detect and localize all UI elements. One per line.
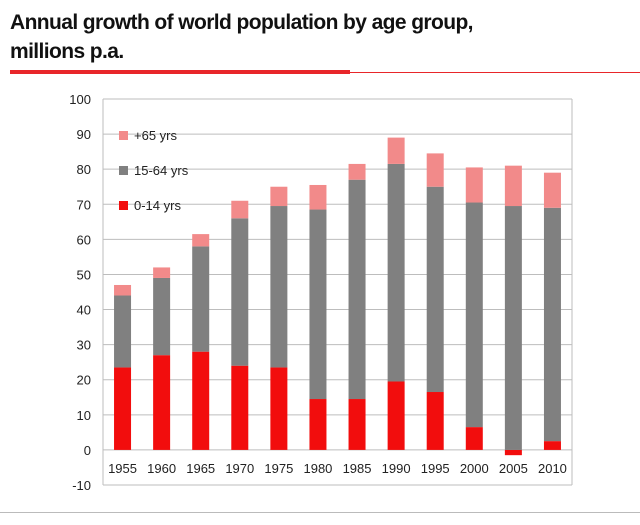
y-tick-label: 40 xyxy=(77,303,91,318)
bar-0-14-yrs-1990 xyxy=(387,381,405,450)
gridlines xyxy=(102,98,573,486)
bar-65-yrs-2000 xyxy=(465,167,483,203)
bar-0-14-yrs-2010 xyxy=(543,441,561,450)
legend: +65 yrs 15-64 yrs 0-14 yrs xyxy=(119,128,189,213)
bar-15-64-yrs-1995 xyxy=(426,186,444,393)
x-tick-label: 1955 xyxy=(108,461,137,476)
bar-15-64-yrs-1960 xyxy=(153,277,171,356)
bar-65-yrs-1965 xyxy=(192,234,210,247)
y-tick-label: 60 xyxy=(77,232,91,247)
bar-0-14-yrs-1960 xyxy=(153,355,171,450)
bar-65-yrs-2010 xyxy=(543,172,561,208)
bar-65-yrs-1990 xyxy=(387,137,405,164)
bar-0-14-yrs-1975 xyxy=(270,367,288,450)
bar-15-64-yrs-1970 xyxy=(231,218,249,366)
bar-0-14-yrs-1995 xyxy=(426,392,444,450)
bar-0-14-yrs-1970 xyxy=(231,365,249,450)
title-accent-rule xyxy=(10,70,350,74)
x-tick-label: 1990 xyxy=(382,461,411,476)
chart-title-line2: millions p.a. xyxy=(10,40,124,63)
bar-15-64-yrs-1955 xyxy=(114,295,132,368)
y-tick-label: 30 xyxy=(77,338,91,353)
y-axis-tick-labels: -10 0 10 20 30 40 50 60 70 80 90 100 xyxy=(69,92,91,493)
legend-swatch xyxy=(119,201,128,210)
x-tick-label: 2000 xyxy=(460,461,489,476)
x-tick-label: 1980 xyxy=(303,461,332,476)
bar-65-yrs-1985 xyxy=(348,163,366,180)
bar-15-64-yrs-1975 xyxy=(270,206,288,368)
bar-0-14-yrs-1980 xyxy=(309,399,327,450)
bar-65-yrs-2005 xyxy=(504,165,522,207)
bar-65-yrs-1960 xyxy=(153,267,171,278)
legend-label: 15-64 yrs xyxy=(134,163,189,178)
x-tick-label: 1965 xyxy=(186,461,215,476)
y-tick-label: 90 xyxy=(77,127,91,142)
bar-0-14-yrs-1965 xyxy=(192,351,210,450)
x-tick-label: 1985 xyxy=(343,461,372,476)
bar-0-14-yrs-1985 xyxy=(348,399,366,450)
y-tick-label: -10 xyxy=(72,478,91,493)
bar-15-64-yrs-1965 xyxy=(192,246,210,352)
bar-15-64-yrs-1985 xyxy=(348,179,366,400)
y-tick-label: 80 xyxy=(77,162,91,177)
title-divider-rule xyxy=(350,72,640,73)
y-tick-label: 50 xyxy=(77,267,91,282)
bar-15-64-yrs-1980 xyxy=(309,209,327,400)
bar-0-14-yrs-1955 xyxy=(114,367,132,450)
chart-title: Annual growth of world population by age… xyxy=(10,8,474,66)
y-tick-label: 70 xyxy=(77,197,91,212)
y-tick-label: 10 xyxy=(77,408,91,423)
legend-swatch xyxy=(119,131,128,140)
x-tick-label: 1995 xyxy=(421,461,450,476)
bar-0-14-yrs-2005 xyxy=(504,449,522,456)
x-tick-label: 2010 xyxy=(538,461,567,476)
legend-swatch xyxy=(119,166,128,175)
bar-15-64-yrs-2010 xyxy=(543,207,561,442)
bar-65-yrs-1980 xyxy=(309,184,327,210)
bar-0-14-yrs-2000 xyxy=(465,427,483,450)
x-tick-label: 1975 xyxy=(264,461,293,476)
chart-title-line1: Annual growth of world population by age… xyxy=(10,11,474,34)
y-tick-label: 0 xyxy=(84,443,91,458)
bar-65-yrs-1970 xyxy=(231,200,249,219)
y-tick-label: 100 xyxy=(69,92,91,107)
bars xyxy=(114,137,561,456)
x-tick-label: 1960 xyxy=(147,461,176,476)
x-axis-tick-labels: 1955 1960 1965 1970 1975 1980 1985 1990 1995 2000… xyxy=(108,461,567,476)
y-tick-label: 20 xyxy=(77,373,91,388)
legend-label: +65 yrs xyxy=(134,128,177,143)
bar-65-yrs-1995 xyxy=(426,153,444,187)
bar-15-64-yrs-2005 xyxy=(504,206,522,450)
legend-label: 0-14 yrs xyxy=(134,198,181,213)
bottom-divider xyxy=(0,512,640,513)
bar-15-64-yrs-2000 xyxy=(465,202,483,428)
bar-65-yrs-1955 xyxy=(114,284,132,296)
x-tick-label: 1970 xyxy=(225,461,254,476)
x-tick-label: 2005 xyxy=(499,461,528,476)
bar-65-yrs-1975 xyxy=(270,186,288,207)
bar-15-64-yrs-1990 xyxy=(387,163,405,382)
